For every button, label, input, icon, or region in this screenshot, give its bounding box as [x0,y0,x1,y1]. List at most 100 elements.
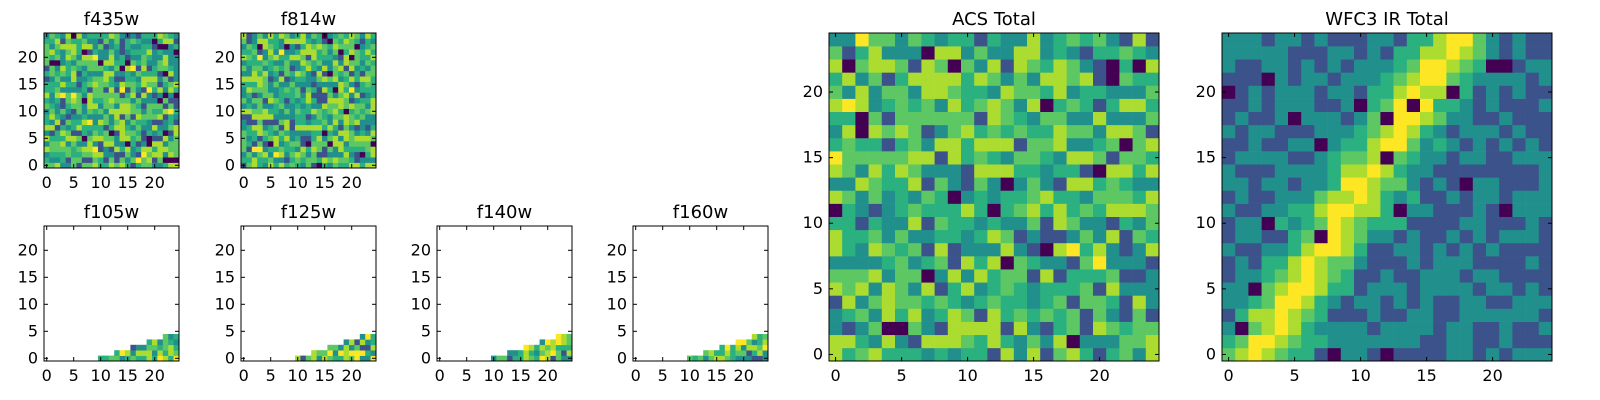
heatmap-cell [119,130,126,136]
heatmap-cell [60,33,66,39]
heatmap-cell [81,119,88,126]
heatmap-cell [1066,98,1081,113]
heatmap-cell [316,38,323,45]
heatmap-cell [1040,85,1054,99]
heatmap-cell [730,344,736,351]
heatmap-cell [168,124,174,131]
heatmap-cell [1106,177,1120,191]
heatmap-cell [881,164,896,178]
heatmap-cell [829,111,843,126]
heatmap-cell [1027,190,1041,204]
heatmap-cell [987,137,1001,152]
heatmap-cell [295,108,301,115]
x-tick-label: 20 [342,366,362,385]
heatmap-cell [284,87,290,93]
heatmap-cell [54,124,61,131]
heatmap-cell [162,146,169,153]
heatmap-cell [1261,321,1276,336]
heatmap-cell [1066,164,1081,178]
heatmap-cell [87,162,93,169]
heatmap-cell [135,38,142,45]
heatmap-cell [735,350,742,356]
heatmap-cell [262,54,269,61]
heatmap-cell [842,334,856,349]
x-tick-label: 15 [511,366,531,385]
heatmap-cell [1248,216,1262,231]
heatmap-cell [354,146,361,153]
heatmap-cell [1079,124,1094,139]
heatmap-cell [1027,137,1041,152]
heatmap-cell [135,65,142,72]
heatmap-cell [268,130,274,136]
heatmap-cell [934,137,949,152]
heatmap-cell [119,146,126,153]
heatmap-cell [157,157,164,163]
heatmap-cell [1027,85,1041,99]
heatmap-cell [829,229,843,244]
heatmap-cell [268,60,274,66]
heatmap-cell [1222,59,1236,73]
heatmap-cell [311,124,317,131]
heatmap-cell [1106,334,1120,349]
heatmap-cell [146,119,153,126]
heatmap-cell [146,49,153,55]
heatmap-cell [1340,242,1355,257]
heatmap-cell [1093,46,1107,60]
heatmap-cell [76,76,83,82]
heatmap-cell [44,130,50,136]
heatmap-cell [305,43,312,50]
heatmap-cell [359,141,366,147]
heatmap-cell [76,33,83,39]
heatmap-cell [278,130,285,136]
heatmap-cell [842,256,856,270]
y-tick-label: 15 [215,267,235,286]
heatmap-cell [1499,308,1513,322]
heatmap-cell [1433,177,1447,191]
heatmap-cell [114,151,120,158]
heatmap-cell [365,141,371,147]
heatmap-cell [1512,164,1526,178]
heatmap-cell [141,87,147,93]
heatmap-cell [1013,33,1028,47]
heatmap-cell [895,203,909,217]
heatmap-cell [1235,72,1249,86]
heatmap-cell [908,137,922,152]
heatmap-cell [359,92,366,99]
heatmap-cell [1301,334,1315,349]
heatmap-cell [98,141,104,147]
heatmap-cell [273,119,280,126]
y-tick-label: 20 [607,240,627,259]
heatmap-cell [322,70,328,77]
heatmap-cell [842,295,856,309]
heatmap-cell [1525,321,1540,336]
heatmap-cell [921,137,935,152]
heatmap-cell [162,92,169,99]
heatmap-cell [1106,111,1120,126]
heatmap-cell [311,108,317,115]
heatmap-cell [349,54,355,61]
heatmap-cell [855,59,869,73]
heatmap-cell [295,54,301,61]
heatmap-cell [289,114,296,120]
heatmap-cell [322,54,328,61]
heatmap-cell [1288,229,1302,244]
heatmap-cell [76,108,83,115]
heatmap-cell [60,103,66,109]
heatmap-cell [1106,308,1120,322]
heatmap-cell [868,124,883,139]
heatmap-cell [1000,33,1015,47]
heatmap-cell [908,124,922,139]
heatmap-cell [146,146,153,153]
heatmap-cell [908,256,922,270]
heatmap-cell [1314,85,1328,99]
heatmap-cell [343,60,350,66]
heatmap-cell [316,92,323,99]
heatmap-cell [98,108,104,115]
heatmap-cell [65,130,72,136]
heatmap-cell [1106,321,1120,336]
heatmap-cell [135,92,142,99]
heatmap-cell [1340,137,1355,152]
heatmap-cell [1406,308,1421,322]
heatmap-cell [1248,151,1262,165]
heatmap-cell [65,162,72,169]
